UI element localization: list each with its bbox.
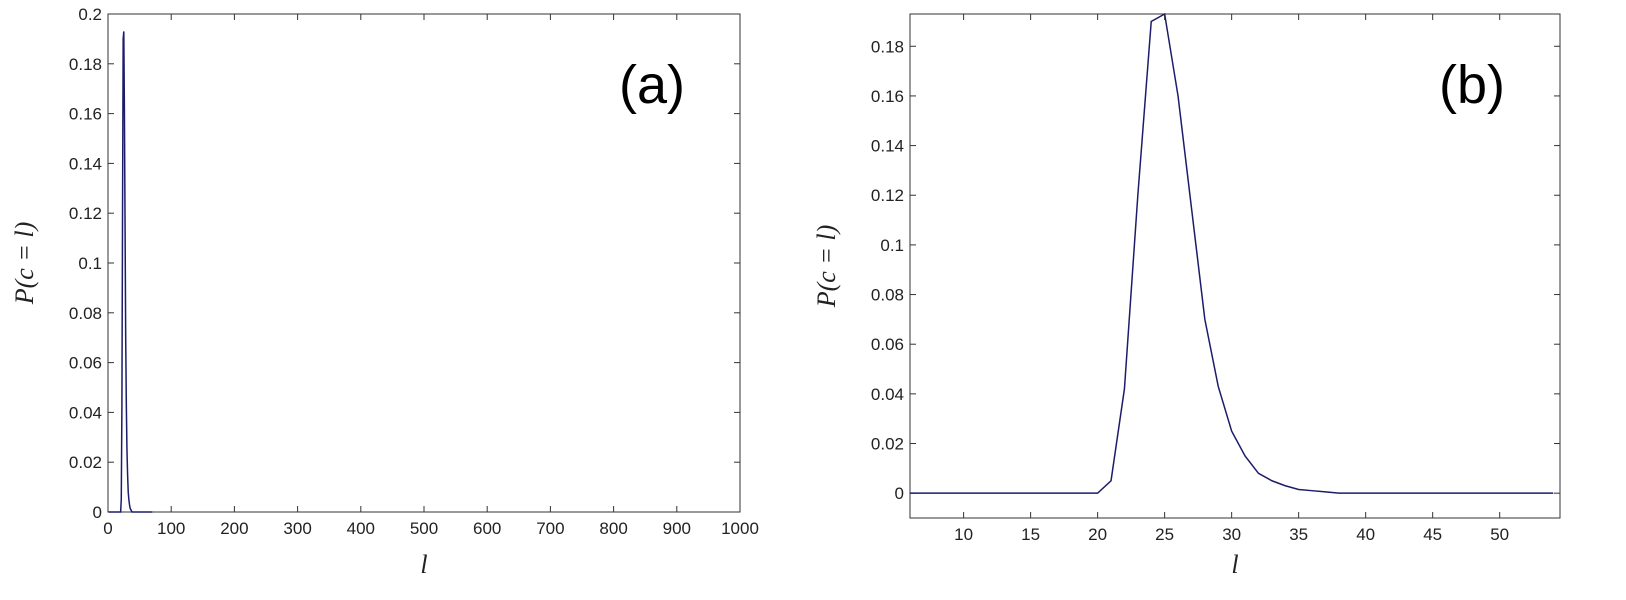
x-tick-label: 400 [347,519,375,538]
data-line [108,31,153,513]
y-axis-label: P(c = l) [10,222,39,306]
x-tick-label: 700 [536,519,564,538]
x-tick-label: 300 [283,519,311,538]
x-tick-label: 35 [1289,525,1308,544]
panel-label: (a) [619,55,685,115]
panel-label: (b) [1439,55,1505,115]
y-tick-label: 0.02 [871,435,904,454]
x-axis-label: l [1231,550,1238,579]
plot-frame [909,13,1561,519]
x-axis-label: l [420,550,427,579]
y-tick-label: 0.18 [871,37,904,56]
x-tick-label: 20 [1088,525,1107,544]
y-tick-label: 0.08 [871,286,904,305]
y-tick-label: 0.12 [69,204,102,223]
x-tick-label: 200 [220,519,248,538]
y-tick-label: 0.08 [69,304,102,323]
x-tick-label: 100 [157,519,185,538]
y-tick-label: 0 [895,484,904,503]
x-tick-label: 40 [1356,525,1375,544]
y-tick-label: 0.12 [871,186,904,205]
x-tick-label: 0 [103,519,112,538]
y-tick-label: 0.04 [69,403,102,422]
x-tick-label: 600 [473,519,501,538]
x-tick-label: 15 [1021,525,1040,544]
x-tick-label: 10 [954,525,973,544]
x-tick-label: 800 [599,519,627,538]
x-tick-label: 900 [663,519,691,538]
y-tick-label: 0.14 [69,154,102,173]
x-tick-label: 50 [1490,525,1509,544]
x-tick-label: 500 [410,519,438,538]
y-tick-label: 0.06 [69,354,102,373]
y-tick-label: 0.2 [78,5,102,24]
y-tick-label: 0.04 [871,385,904,404]
x-tick-label: 30 [1222,525,1241,544]
y-tick-label: 0 [93,503,102,522]
x-tick-label: 1000 [721,519,759,538]
y-tick-label: 0.1 [78,254,102,273]
x-tick-label: 45 [1423,525,1442,544]
y-tick-label: 0.14 [871,137,904,156]
y-tick-label: 0.16 [871,87,904,106]
y-axis-label: P(c = l) [812,225,841,309]
data-line [910,12,1554,494]
y-tick-label: 0.02 [69,453,102,472]
y-tick-label: 0.18 [69,55,102,74]
y-tick-label: 0.1 [880,236,904,255]
x-tick-label: 25 [1155,525,1174,544]
y-tick-label: 0.06 [871,335,904,354]
y-tick-label: 0.16 [69,105,102,124]
